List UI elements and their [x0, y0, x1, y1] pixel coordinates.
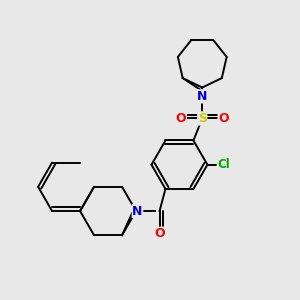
- Text: N: N: [197, 90, 208, 103]
- Text: Cl: Cl: [217, 158, 230, 171]
- Text: S: S: [198, 112, 207, 125]
- Text: O: O: [154, 227, 165, 240]
- Text: O: O: [218, 112, 229, 125]
- Text: N: N: [132, 205, 143, 218]
- Text: O: O: [176, 112, 186, 125]
